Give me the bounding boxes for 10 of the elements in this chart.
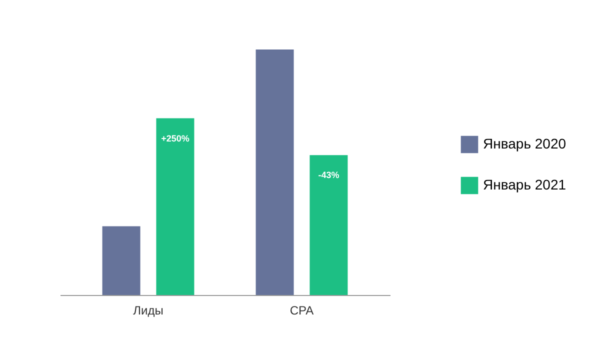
annotation: +250%	[161, 133, 190, 144]
legend-label: Январь 2020	[483, 136, 566, 152]
bar	[156, 118, 194, 295]
bar	[102, 226, 140, 295]
x-tick-label: Лиды	[133, 304, 164, 318]
x-tick-label: CPA	[290, 304, 314, 318]
bar	[256, 50, 294, 295]
bar	[310, 155, 348, 295]
annotation: -43%	[318, 170, 340, 180]
legend-label: Январь 2021	[483, 176, 566, 192]
